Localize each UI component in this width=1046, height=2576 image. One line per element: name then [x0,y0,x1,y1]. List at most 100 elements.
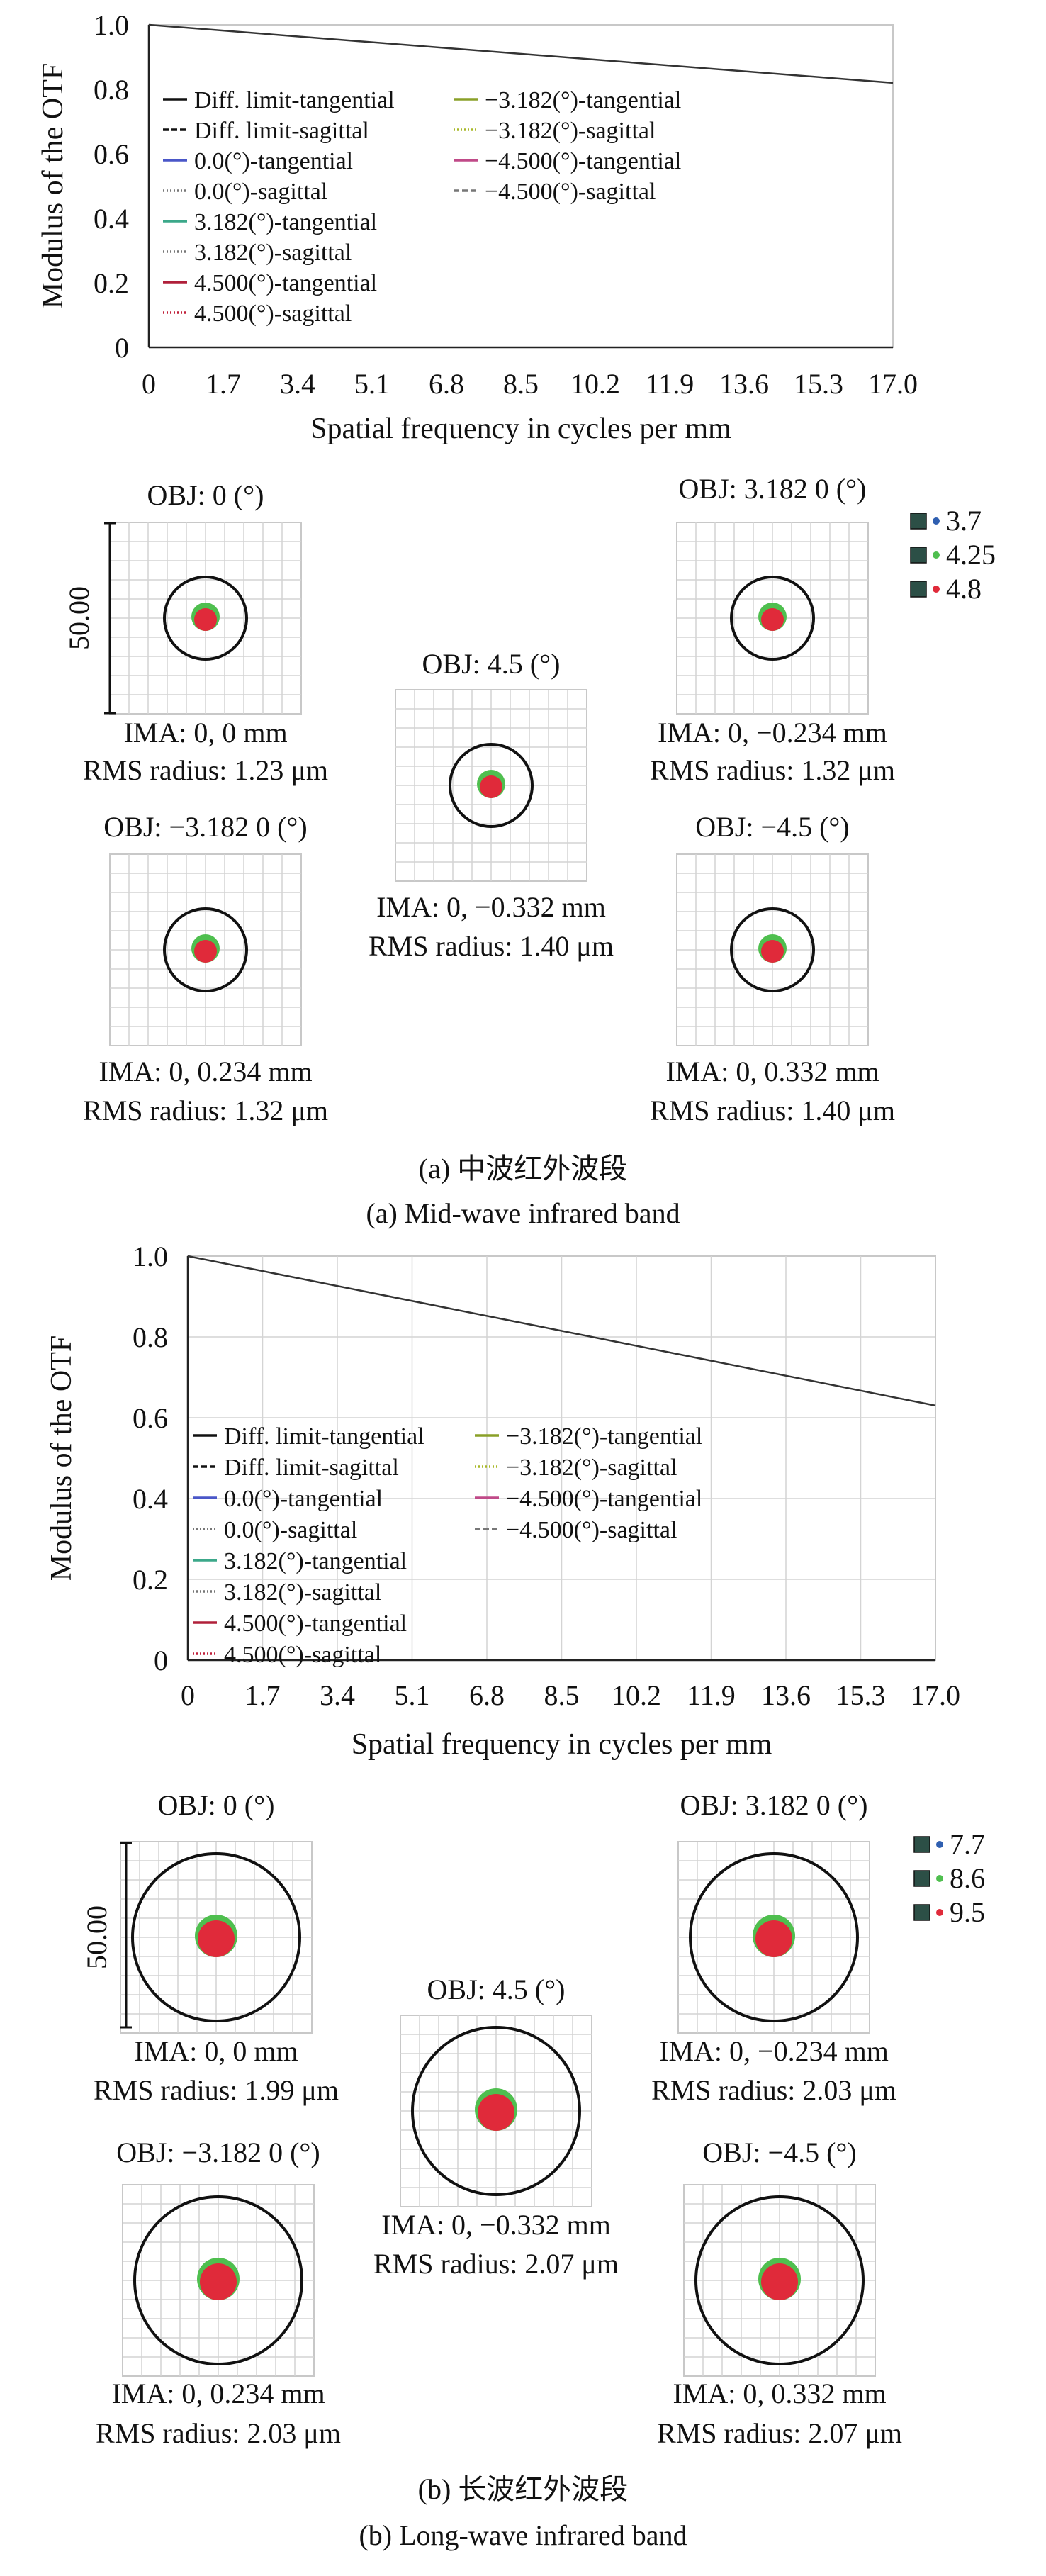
spot-points-red [478,2094,514,2131]
legend-entry: 4.500(°)-sagittal [224,1642,381,1668]
spot-obj-label: OBJ: 3.182 0 (°) [680,1789,868,1821]
wavelength-swatch [913,1870,930,1887]
x-tick-label: 17.0 [868,368,918,400]
y-tick-label: 0 [115,332,129,364]
spot-rms-label: RMS radius: 1.23 μm [83,754,328,786]
wavelength-swatch [910,513,927,530]
x-tick-label: 5.1 [354,368,390,400]
y-tick-label: 0 [154,1645,168,1676]
legend: Diff. limit-tangential Diff. limit-sagitt… [193,1423,702,1668]
legend-entry: Diff. limit-tangential [224,1423,424,1450]
x-tick-label: 17.0 [911,1679,960,1711]
legend-entry: 3.182(°)-sagittal [194,240,352,266]
spot-points-red [755,1920,792,1957]
y-tick-label: 0.4 [133,1483,168,1515]
airy-disk-circle [730,576,815,661]
legend-entry: −4.500(°)-sagittal [506,1517,677,1543]
legend-entry: 0.0(°)-sagittal [194,179,327,205]
spot-ima-label: IMA: 0, 0.234 mm [99,1055,312,1087]
legend-entry: −3.182(°)-sagittal [506,1455,677,1481]
y-tick-label: 0.8 [94,74,129,106]
airy-disk-circle [449,743,534,828]
x-tick-label: 3.4 [280,368,315,400]
legend-entry: 4.500(°)-tangential [194,270,377,296]
wavelength-legend: 3.74.254.8 [910,505,996,605]
y-tick-label: 0.4 [94,203,129,235]
spot-diagram: OBJ: 3.182 0 (°) IMA: 0, −0.234 mm RMS rad… [651,1789,896,2106]
spot-rms-label: RMS radius: 2.07 μm [657,2417,902,2449]
wavelength-marker [933,586,940,593]
y-tick-label: 1.0 [94,9,129,41]
legend-entry: −3.182(°)-sagittal [485,118,656,144]
x-tick-label: 8.5 [544,1679,580,1711]
wavelength-label: 9.5 [950,1896,985,1928]
y-axis-label: Modulus of the OTF [37,63,69,309]
wavelength-legend: 7.78.69.5 [913,1828,985,1928]
spot-ima-label: IMA: 0, −0.332 mm [376,891,606,923]
spot-points-red [198,1920,235,1957]
y-tick-label: 0.6 [94,138,129,170]
y-tick-label: 0.8 [133,1321,168,1353]
wavelength-label: 4.25 [946,539,996,571]
spot-diagram: OBJ: −4.5 (°) IMA: 0, 0.332 mm RMS radius:… [650,811,895,1126]
spot-diagram: OBJ: 4.5 (°) IMA: 0, −0.332 mm RMS radius:… [369,648,614,962]
panel-b: 0 0.2 0.4 0.6 0.8 1.0 0 1.7 3.4 5.1 6.8 8.5 10.2 11.9… [45,1241,985,2551]
wavelength-label: 4.8 [946,573,982,605]
scale-bar-label: 50.00 [81,1905,113,1969]
spot-ima-label: IMA: 0, 0.332 mm [673,2378,886,2409]
legend-entry: Diff. limit-tangential [194,87,395,113]
airy-disk-circle [131,1852,301,2022]
legend: Diff. limit-tangential Diff. limit-sagitt… [163,87,681,327]
airy-disk-circle [730,907,815,992]
scale-bar: 50.00 [81,1842,132,2029]
legend-entry: 0.0(°)-tangential [194,148,353,174]
x-tick-label: 13.6 [761,1679,811,1711]
spot-diagrams: OBJ: 0 (°) IMA: 0, 0 mm RMS radius: 1.99 μ… [81,1789,985,2449]
x-tick-label: 3.4 [320,1679,355,1711]
x-tick-label: 1.7 [206,368,241,400]
x-tick-label: 10.2 [570,368,620,400]
wavelength-marker [936,1909,943,1916]
spot-rms-label: RMS radius: 1.40 μm [650,1094,895,1126]
x-tick-label: 8.5 [503,368,539,400]
spot-ima-label: IMA: 0, −0.332 mm [381,2209,611,2241]
mtf-series-line [148,23,894,84]
spot-obj-label: OBJ: 3.182 0 (°) [679,473,867,505]
wavelength-label: 7.7 [950,1828,985,1860]
legend-entry: 3.182(°)-tangential [224,1548,407,1574]
mtf-plot: 0 0.2 0.4 0.6 0.8 1.0 0 1.7 3.4 5.1 6.8 8.5 10.2 11.9… [37,9,918,445]
x-tick-label: 1.7 [245,1679,281,1711]
spot-diagram: OBJ: −3.182 0 (°) IMA: 0, 0.234 mm RMS rad… [83,811,328,1126]
wavelength-swatch [910,547,927,564]
spot-diagram: OBJ: 3.182 0 (°) IMA: 0, −0.234 mm RMS rad… [650,473,895,786]
spot-ima-label: IMA: 0, 0.234 mm [111,2378,325,2409]
airy-disk-circle [163,576,248,661]
spot-rms-label: RMS radius: 1.99 μm [94,2074,339,2106]
y-axis-label: Modulus of the OTF [45,1335,78,1581]
legend-entry: Diff. limit-sagittal [224,1455,399,1481]
caption-chinese: (b) 长波红外波段 [418,2473,629,2505]
x-tick-label: 10.2 [612,1679,661,1711]
wavelength-label: 3.7 [946,505,982,537]
x-tick-label: 0 [142,368,156,400]
wavelength-marker [936,1875,943,1882]
legend-entry: −4.500(°)-sagittal [485,179,656,205]
spot-ima-label: IMA: 0, 0.332 mm [665,1055,879,1087]
spot-rms-label: RMS radius: 2.03 μm [651,2074,896,2106]
spot-rms-label: RMS radius: 1.40 μm [369,930,614,962]
spot-obj-label: OBJ: −4.5 (°) [695,811,849,843]
x-tick-label: 11.9 [646,368,694,400]
spot-obj-label: OBJ: −3.182 0 (°) [103,811,307,843]
spot-rms-label: RMS radius: 1.32 μm [650,754,895,786]
spot-points-red [761,608,784,631]
y-tick-label: 0.2 [94,267,129,299]
legend-entry: 0.0(°)-sagittal [224,1517,357,1543]
legend-entry: −3.182(°)-tangential [506,1423,702,1450]
spot-points-red [194,940,217,963]
airy-disk-circle [411,2026,581,2196]
spot-obj-label: OBJ: −3.182 0 (°) [116,2137,320,2168]
plot-area [148,24,894,348]
legend-entry: 0.0(°)-tangential [224,1486,383,1512]
x-tick-label: 15.3 [836,1679,886,1711]
spot-ima-label: IMA: 0, −0.234 mm [659,2035,889,2067]
